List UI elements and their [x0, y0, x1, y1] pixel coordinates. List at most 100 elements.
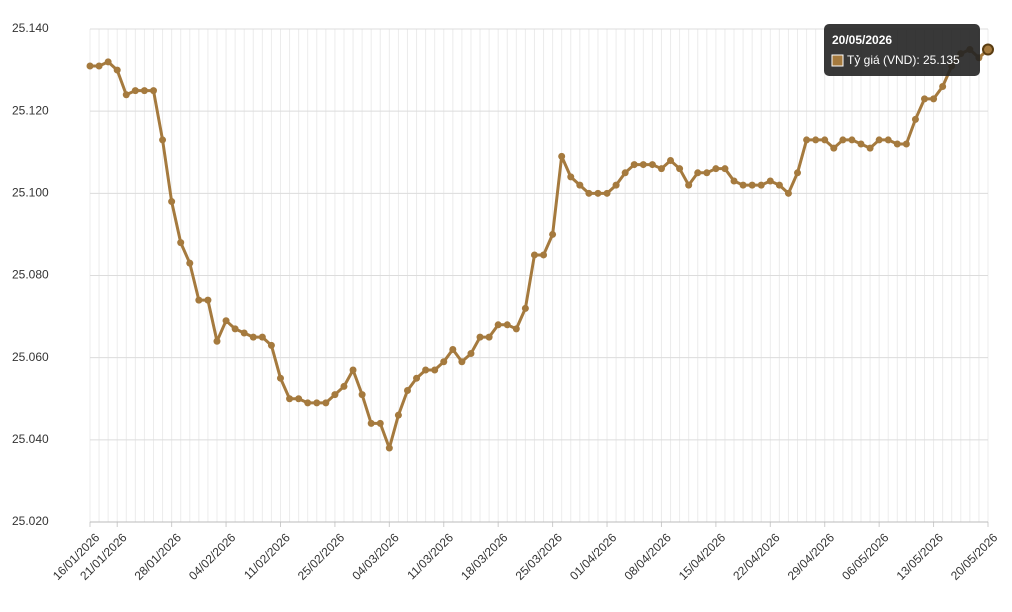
point — [648, 161, 656, 169]
point — [748, 181, 756, 189]
tooltip-box — [824, 24, 980, 76]
point — [313, 399, 321, 407]
point — [794, 169, 802, 177]
point — [775, 181, 783, 189]
point — [902, 140, 910, 148]
point — [276, 374, 284, 382]
point — [594, 189, 602, 197]
point — [213, 337, 221, 345]
point — [848, 136, 856, 144]
point — [939, 83, 947, 91]
point — [349, 366, 357, 374]
point — [113, 66, 121, 74]
point — [558, 152, 566, 160]
y-tick-label: 25.060 — [12, 350, 49, 364]
point — [685, 181, 693, 189]
point — [757, 181, 765, 189]
point — [830, 144, 838, 152]
point — [186, 259, 194, 267]
point — [394, 411, 402, 419]
point — [149, 87, 157, 95]
point — [893, 140, 901, 148]
point — [304, 399, 312, 407]
tooltip-title: 20/05/2026 — [832, 33, 892, 47]
point — [703, 169, 711, 177]
point — [458, 358, 466, 366]
y-tick-label: 25.080 — [12, 268, 49, 282]
point — [803, 136, 811, 144]
point — [204, 296, 212, 304]
point — [676, 165, 684, 173]
point — [140, 87, 148, 95]
point — [821, 136, 829, 144]
point — [866, 144, 874, 152]
y-tick-label: 25.100 — [12, 186, 49, 200]
point — [168, 198, 176, 206]
point — [857, 140, 865, 148]
point — [331, 391, 339, 399]
point — [431, 366, 439, 374]
y-tick-label: 25.120 — [12, 103, 49, 117]
point — [159, 136, 167, 144]
point — [222, 317, 230, 325]
point — [585, 189, 593, 197]
point — [921, 95, 929, 103]
point — [982, 43, 994, 56]
point — [467, 350, 475, 358]
point — [295, 395, 303, 403]
point — [639, 161, 647, 169]
point — [440, 358, 448, 366]
point — [812, 136, 820, 144]
point — [630, 161, 638, 169]
point — [249, 333, 257, 341]
point — [385, 444, 393, 452]
point — [358, 391, 366, 399]
point — [195, 296, 203, 304]
point — [476, 333, 484, 341]
point — [422, 366, 430, 374]
point — [766, 177, 774, 185]
point — [231, 325, 239, 333]
point — [485, 333, 493, 341]
point — [521, 304, 529, 312]
y-tick-label: 25.140 — [12, 21, 49, 35]
point — [930, 95, 938, 103]
point — [549, 230, 557, 238]
tooltip-text: Tỷ giá (VND): 25.135 — [847, 53, 960, 67]
point — [240, 329, 248, 337]
point — [739, 181, 747, 189]
point — [376, 419, 384, 427]
point — [540, 251, 548, 259]
point — [258, 333, 266, 341]
point — [95, 62, 103, 70]
point — [884, 136, 892, 144]
point — [503, 321, 511, 329]
point — [657, 165, 665, 173]
point — [340, 382, 348, 390]
point — [530, 251, 538, 259]
tooltip-swatch — [831, 54, 844, 67]
point — [576, 181, 584, 189]
point — [86, 62, 94, 70]
point — [721, 165, 729, 173]
point — [712, 165, 720, 173]
y-tick-label: 25.020 — [12, 514, 49, 528]
plot — [86, 43, 994, 452]
point — [104, 58, 112, 66]
point — [449, 345, 457, 353]
tooltip: 20/05/2026 Tỷ giá (VND): 25.135 — [824, 24, 980, 76]
point — [413, 374, 421, 382]
point — [612, 181, 620, 189]
y-tick-label: 25.040 — [12, 432, 49, 446]
point — [875, 136, 883, 144]
point — [694, 169, 702, 177]
point — [667, 156, 675, 164]
point — [122, 91, 130, 99]
point — [286, 395, 294, 403]
point — [839, 136, 847, 144]
point — [621, 169, 629, 177]
point — [911, 115, 919, 123]
point — [131, 87, 139, 95]
point — [177, 239, 185, 247]
